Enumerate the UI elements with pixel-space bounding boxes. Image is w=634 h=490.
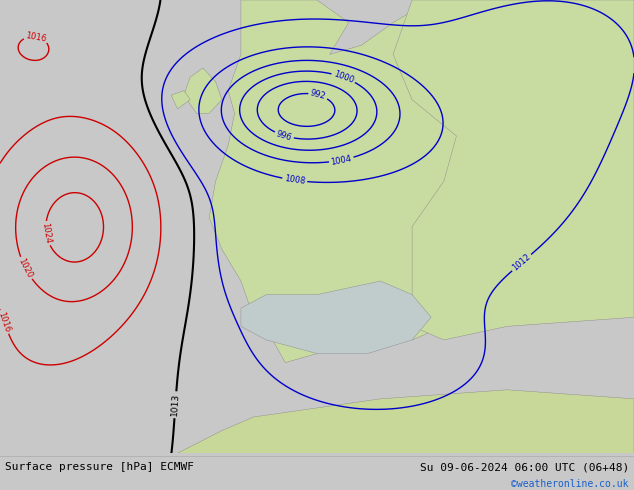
Text: 1012: 1012 <box>511 252 533 273</box>
Text: 992: 992 <box>309 89 327 101</box>
Polygon shape <box>184 68 222 113</box>
Text: Surface pressure [hPa] ECMWF: Surface pressure [hPa] ECMWF <box>5 462 194 472</box>
Polygon shape <box>241 281 431 354</box>
Text: 1013: 1013 <box>170 393 181 416</box>
Polygon shape <box>178 390 634 453</box>
Text: 1016: 1016 <box>0 311 12 333</box>
Text: Su 09-06-2024 06:00 UTC (06+48): Su 09-06-2024 06:00 UTC (06+48) <box>420 462 629 472</box>
Text: 1000: 1000 <box>332 70 355 85</box>
Text: 1004: 1004 <box>330 154 353 167</box>
Text: 1024: 1024 <box>41 222 53 245</box>
Text: 996: 996 <box>275 129 293 142</box>
Text: 1008: 1008 <box>283 174 306 186</box>
Text: ©weatheronline.co.uk: ©weatheronline.co.uk <box>512 480 629 490</box>
Polygon shape <box>209 0 634 363</box>
Text: 1020: 1020 <box>16 257 34 280</box>
Polygon shape <box>171 91 190 109</box>
Text: 1016: 1016 <box>25 31 47 43</box>
Polygon shape <box>393 0 634 340</box>
